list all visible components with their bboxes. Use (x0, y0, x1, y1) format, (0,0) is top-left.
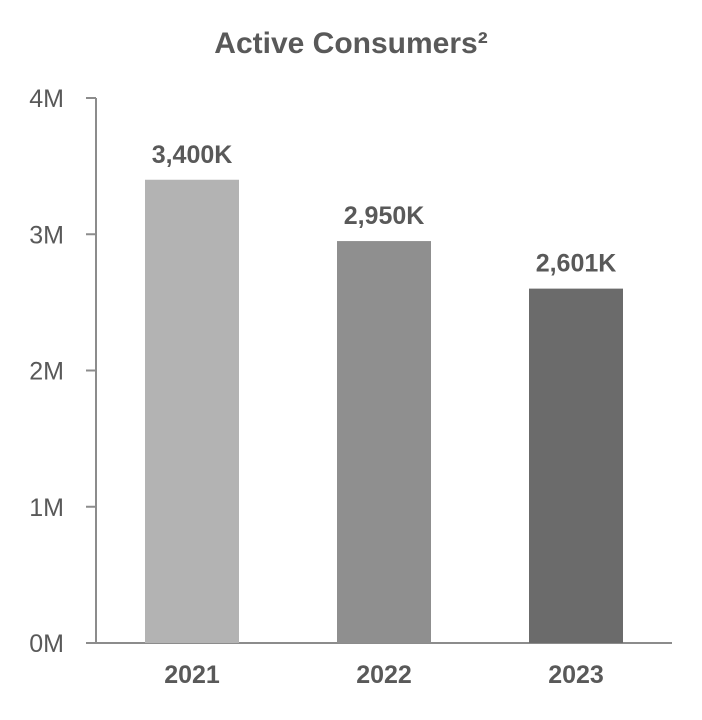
x-axis: 2021 2022 2023 (86, 642, 672, 689)
y-tick-label: 2M (29, 358, 64, 386)
y-tick-label: 1M (29, 494, 64, 522)
data-labels: 3,400K 2,950K 2,601K (152, 141, 617, 278)
data-label-2021: 3,400K (152, 141, 233, 169)
y-tick-label: 3M (29, 221, 64, 249)
y-tick-label: 4M (29, 85, 64, 113)
y-axis: 0M 1M 2M 3M 4M (29, 85, 97, 658)
x-tick-label-2021: 2021 (164, 661, 220, 689)
bar-2021 (145, 179, 239, 643)
data-label-2022: 2,950K (344, 202, 425, 230)
bar-2022 (337, 241, 431, 643)
chart-title: Active Consumers² (214, 27, 487, 60)
bars (145, 179, 623, 643)
x-tick-label-2023: 2023 (548, 661, 604, 689)
y-tick-label: 0M (29, 630, 64, 658)
bar-2023 (529, 288, 623, 643)
data-label-2023: 2,601K (536, 250, 617, 278)
x-tick-label-2022: 2022 (356, 661, 412, 689)
